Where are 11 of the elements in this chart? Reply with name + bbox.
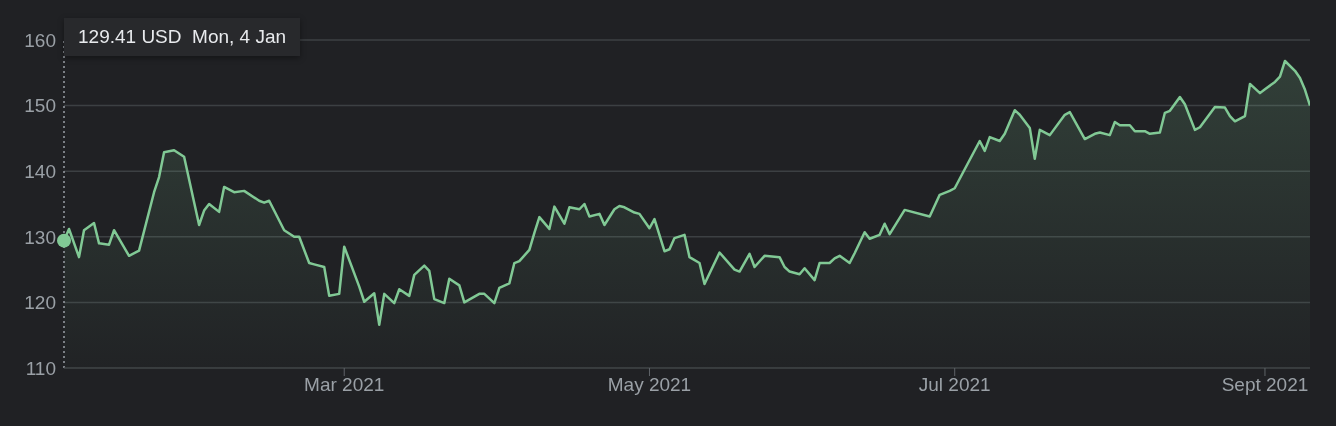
y-tick-label: 140 [24,160,56,182]
y-tick-label: 130 [24,226,56,248]
y-tick-label: 160 [24,29,56,51]
y-tick-label: 110 [25,357,56,379]
y-tick-label: 150 [24,95,56,117]
y-tick-label: 120 [24,292,56,314]
annotation: 129.41 USD Mon, 4 Jan [64,18,301,56]
x-tick-label: Sept 2021 [1221,374,1309,396]
x-tick-label: Jul 2021 [918,374,991,396]
x-tick-label: Mar 2021 [304,374,385,396]
x-tick-label: May 2021 [607,374,692,396]
